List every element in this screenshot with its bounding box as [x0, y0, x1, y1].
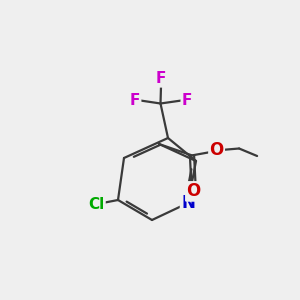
Text: O: O — [209, 141, 224, 159]
Text: F: F — [130, 93, 140, 108]
Text: N: N — [181, 194, 195, 212]
Text: F: F — [156, 71, 166, 86]
Text: Cl: Cl — [88, 197, 104, 212]
Text: O: O — [186, 182, 201, 200]
Text: F: F — [182, 93, 192, 108]
